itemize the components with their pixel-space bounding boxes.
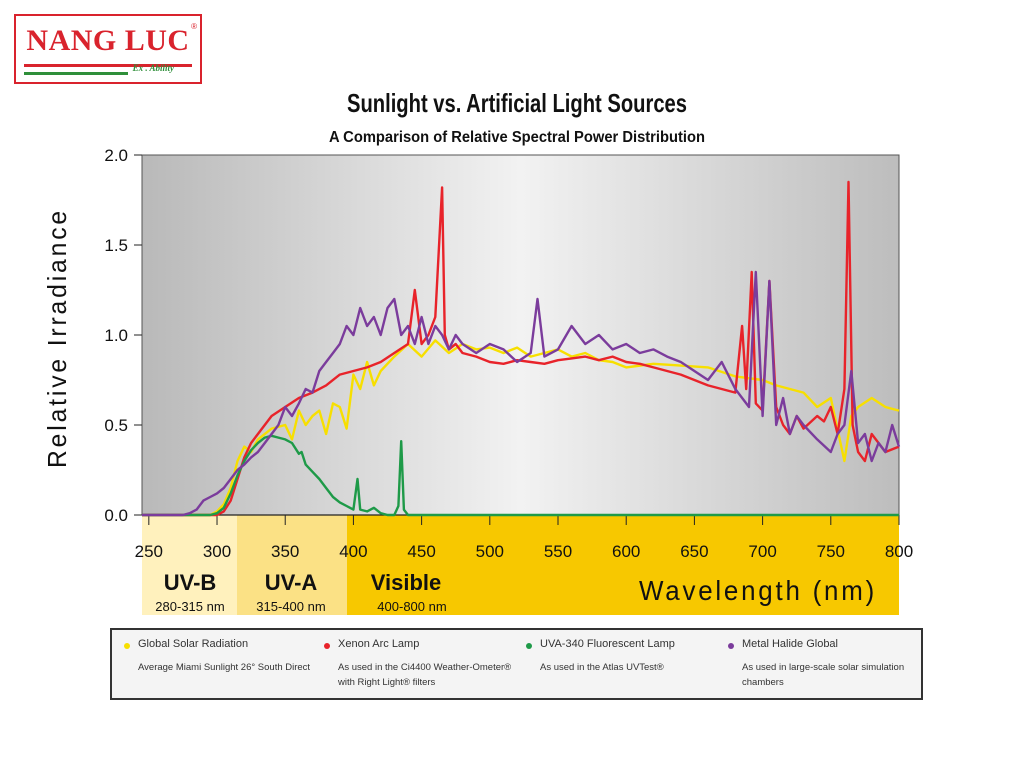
legend-name-metal-halide: Metal Halide Global [742, 638, 838, 650]
plot-area [141, 154, 900, 516]
band-range-visible: 400-800 nm [377, 599, 446, 614]
logo-green-rule [24, 72, 128, 75]
x-tick-label: 450 [407, 542, 435, 561]
x-tick-label: 650 [680, 542, 708, 561]
band-range-uvb: 280-315 nm [155, 599, 224, 614]
band-label-uvb: UV-B [164, 570, 217, 595]
spectral-chart: Sunlight vs. Artificial Light Sources A … [42, 88, 913, 615]
x-tick-label: 800 [885, 542, 913, 561]
y-tick-label: 1.0 [104, 326, 128, 345]
series-lines [142, 180, 901, 517]
series-line-metal-halide-global [142, 270, 901, 517]
legend-dot-metal-halide [728, 643, 734, 649]
legend-name-global-solar: Global Solar Radiation [138, 638, 249, 650]
y-tick-label: 0.5 [104, 416, 128, 435]
uva-band [237, 515, 347, 615]
y-tick-label: 2.0 [104, 146, 128, 165]
legend-dot-global-solar [124, 643, 130, 649]
legend-dot-uva340 [526, 643, 532, 649]
y-axis-label: Relative Irradiance [42, 208, 72, 468]
logo-brand: NANG LUC [26, 24, 190, 57]
x-tick-label: 500 [476, 542, 504, 561]
legend-desc-global-solar: Average Miami Sunlight 26° South Direct [138, 662, 311, 673]
legend-dot-xenon [324, 643, 330, 649]
x-tick-label: 300 [203, 542, 231, 561]
x-tick-label: 350 [271, 542, 299, 561]
y-tick-label: 1.5 [104, 236, 128, 255]
uvb-band [142, 515, 237, 615]
y-axis-ticks: 0.0 0.5 1.0 1.5 2.0 [104, 146, 142, 525]
legend: Global Solar Radiation Average Miami Sun… [110, 628, 923, 700]
x-tick-label: 700 [748, 542, 776, 561]
logo-registered-mark: ® [191, 22, 197, 31]
band-label-visible: Visible [371, 570, 442, 595]
x-tick-label: 750 [817, 542, 845, 561]
company-logo: NANG LUC ® Ex . Ability [14, 14, 202, 84]
x-tick-label: 250 [135, 542, 163, 561]
band-label-uva: UV-A [265, 570, 318, 595]
legend-desc-uva340: As used in the Atlas UVTest® [540, 662, 664, 673]
legend-desc-metal-halide: As used in large-scale solar simulation … [742, 662, 905, 688]
x-axis-ticks: 250 300 350 400 450 500 550 600 650 700 750 800 [135, 515, 913, 561]
x-tick-label: 400 [339, 542, 367, 561]
chart-subtitle: A Comparison of Relative Spectral Power … [329, 129, 705, 146]
chart-title: Sunlight vs. Artificial Light Sources [347, 88, 687, 118]
legend-name-xenon: Xenon Arc Lamp [338, 638, 420, 650]
x-axis-label: Wavelength (nm) [639, 575, 877, 606]
legend-desc-xenon: As used in the Ci4400 Weather-Ometer® wi… [338, 662, 512, 688]
band-range-uva: 315-400 nm [256, 599, 325, 614]
legend-name-uva340: UVA-340 Fluorescent Lamp [540, 638, 675, 650]
y-tick-label: 0.0 [104, 506, 128, 525]
x-tick-label: 550 [544, 542, 572, 561]
logo-red-rule [24, 64, 192, 67]
series-line-uva-340-fluorescent-lamp [142, 434, 899, 517]
x-tick-label: 600 [612, 542, 640, 561]
series-line-xenon-arc-lamp [142, 180, 900, 517]
logo-tagline: Ex . Ability [132, 63, 174, 73]
